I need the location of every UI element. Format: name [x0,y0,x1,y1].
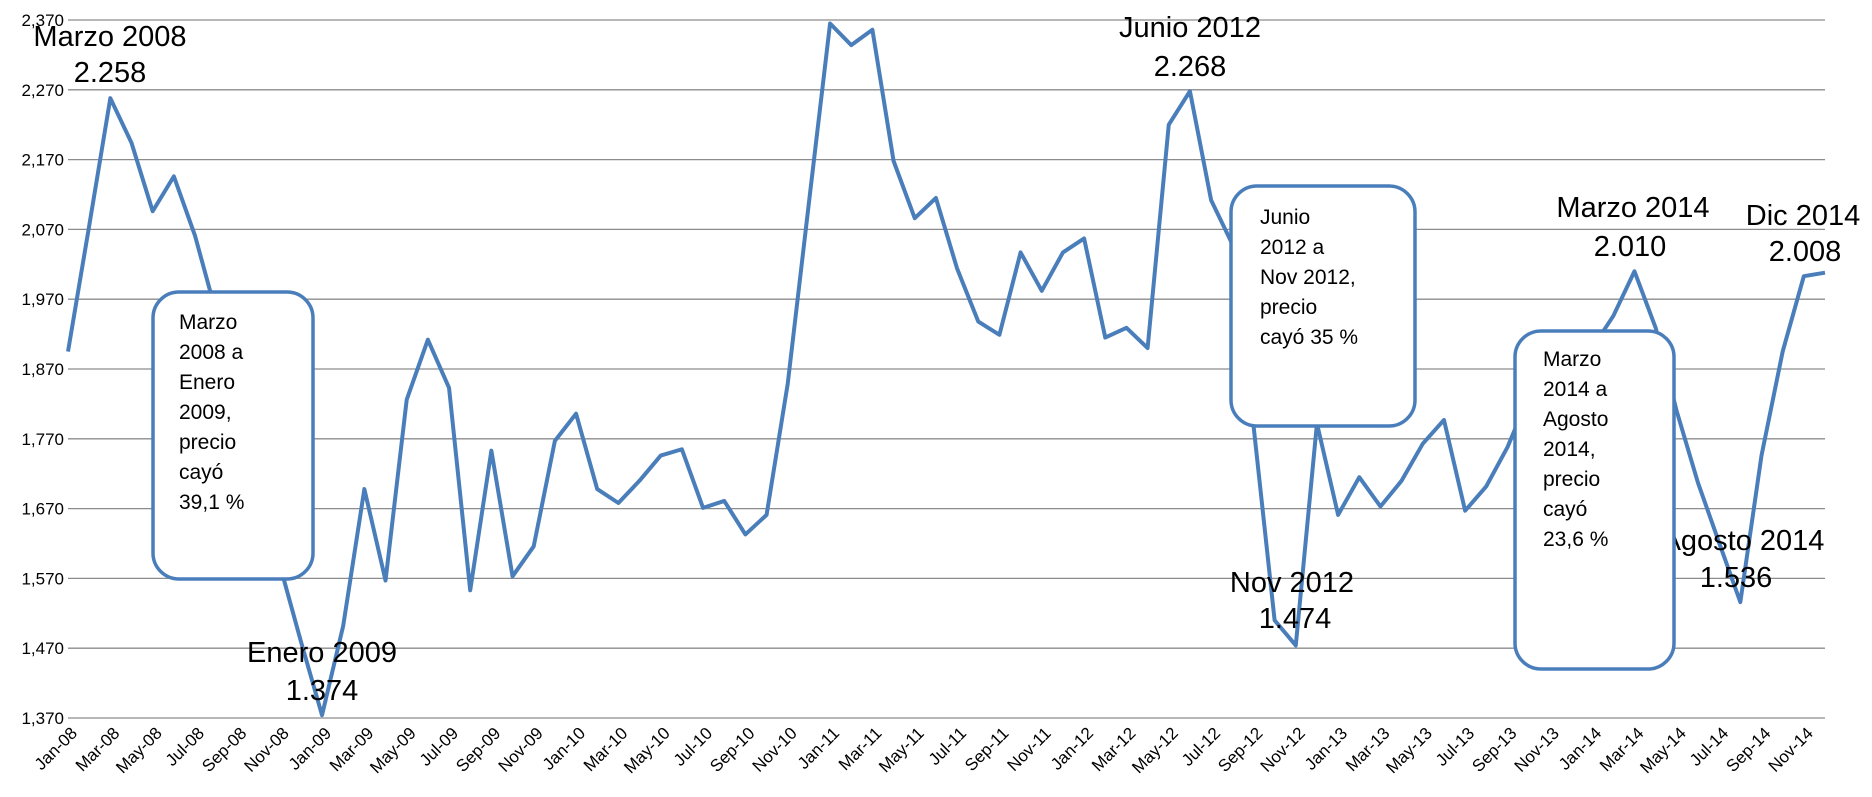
callout-text: precio [1260,296,1317,319]
annotation-value: 1.536 [1700,562,1773,594]
x-tick-label: Nov-09 [495,724,547,776]
callout-text: Agosto [1543,408,1608,431]
callout-text: Junio [1260,206,1310,229]
annotation-title: Marzo 2008 [33,21,186,53]
x-tick-label: May-08 [112,724,166,778]
x-tick-label: Jan-08 [31,724,81,774]
callout-text: 23,6 % [1543,528,1608,551]
x-tick-label: Nov-08 [241,724,293,776]
x-tick-label: Jan-11 [794,724,843,773]
callout-box [151,290,315,581]
x-tick-label: Sep-12 [1214,724,1266,776]
y-tick-label: 1,470 [21,639,64,658]
callout-text: Nov 2012, [1260,266,1356,289]
y-tick-label: 1,770 [21,430,64,449]
x-tick-label: Nov-13 [1511,724,1563,776]
x-tick-label: Jan-09 [285,724,335,774]
y-tick-label: 1,670 [21,500,64,519]
y-tick-label: 2,270 [21,81,64,100]
annotation-value: 1.474 [1259,603,1332,635]
annotation-title: Junio 2012 [1119,12,1261,44]
y-tick-label: 2,070 [21,220,64,239]
callout-text: precio [1543,468,1600,491]
annotation-value: 2.008 [1769,236,1842,268]
annotation-title: Marzo 2014 [1556,192,1709,224]
callout-box [1513,329,1676,671]
x-tick-label: May-13 [1382,724,1436,778]
callout-text: precio [179,431,236,454]
x-tick-label: Sep-13 [1468,724,1520,776]
x-tick-label: Nov-14 [1765,724,1817,776]
x-tick-label: Sep-09 [452,724,504,776]
annotation-title: Enero 2009 [247,637,397,669]
x-tick-label: Nov-12 [1257,724,1309,776]
x-tick-label: Jan-10 [539,724,589,774]
x-tick-label: Nov-10 [749,724,801,776]
y-tick-label: 1,870 [21,360,64,379]
callout-text: 2014 a [1543,378,1608,401]
annotation-value: 2.268 [1154,51,1227,83]
y-tick-label: 2,170 [21,151,64,170]
x-tick-label: Jan-13 [1301,724,1351,774]
callout-text: Enero [179,371,235,394]
callout-text: 2008 a [179,341,244,364]
y-tick-label: 1,970 [21,290,64,309]
callout-text: cayó [1543,498,1587,521]
callout-text: Marzo [1543,348,1601,371]
x-tick-label: Jan-14 [1555,724,1605,774]
annotation-value: 2.010 [1594,231,1667,263]
x-tick-label: May-11 [875,724,928,777]
callout-text: cayó 35 % [1260,326,1358,349]
x-tick-label: Sep-11 [961,724,1012,775]
annotation-value: 2.258 [74,57,147,89]
x-tick-label: Sep-08 [198,724,250,776]
callout-text: cayó [179,461,223,484]
annotation-value: 1.374 [286,675,359,707]
y-tick-label: 1,370 [21,709,64,728]
x-tick-label: May-10 [620,724,674,778]
x-tick-label: May-12 [1128,724,1182,778]
annotation-title: Agosto 2014 [1662,525,1825,557]
x-tick-label: May-09 [366,724,420,778]
x-tick-label: Sep-14 [1722,724,1774,776]
annotation-title: Dic 2014 [1746,200,1860,232]
x-tick-label: Jan-12 [1047,724,1097,774]
callout-text: 2014, [1543,438,1596,461]
callout-text: 39,1 % [179,491,244,514]
x-tick-label: Sep-10 [706,724,758,776]
callout-box [1229,184,1417,428]
callout-text: 2009, [179,401,232,424]
annotation-title: Nov 2012 [1230,567,1354,599]
x-tick-label: Nov-11 [1004,724,1055,775]
x-tick-label: May-14 [1636,724,1690,778]
y-tick-label: 2,370 [21,11,64,30]
callout-text: 2012 a [1260,236,1325,259]
callout-text: Marzo [179,311,237,334]
y-tick-label: 1,570 [21,569,64,588]
